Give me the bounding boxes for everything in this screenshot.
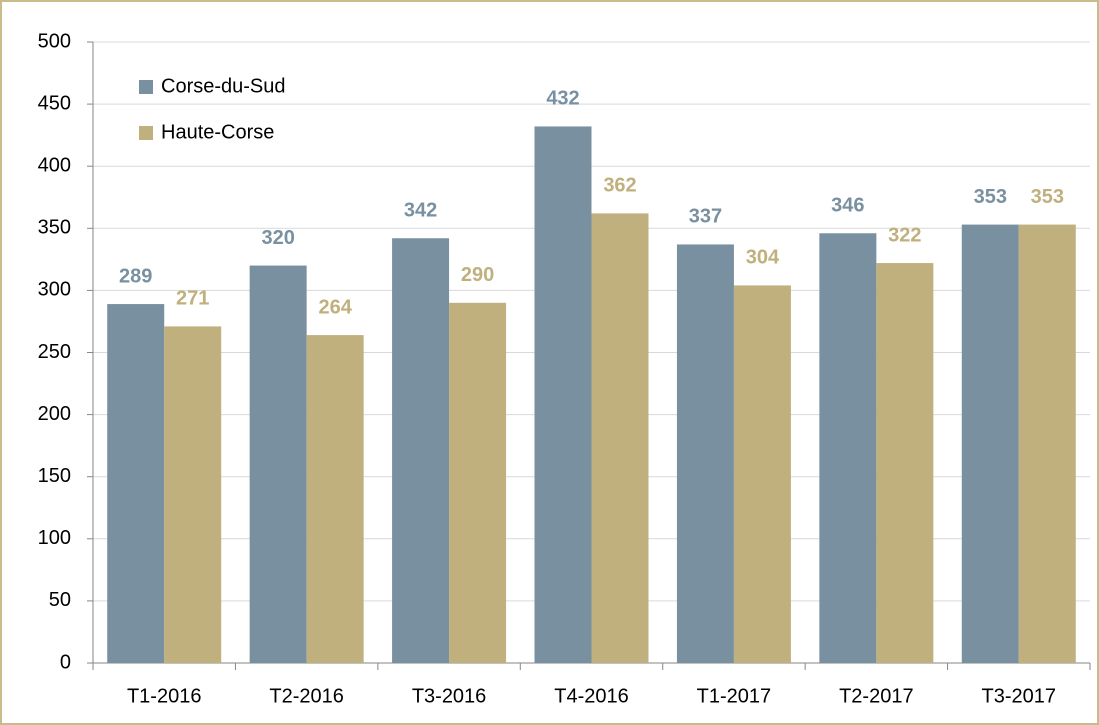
value-label: 264 xyxy=(318,296,352,318)
bar xyxy=(164,326,222,663)
value-label: 346 xyxy=(831,195,864,217)
value-label: 290 xyxy=(461,264,494,286)
legend-label: Corse-du-Sud xyxy=(161,75,286,97)
value-label: 342 xyxy=(404,200,437,222)
bar xyxy=(819,233,877,663)
legend-label: Haute-Corse xyxy=(161,121,274,143)
value-label: 353 xyxy=(1031,186,1064,208)
bar xyxy=(591,213,649,663)
bar xyxy=(449,302,507,663)
bar xyxy=(676,244,734,664)
bar xyxy=(392,238,450,663)
y-tick-label: 150 xyxy=(38,465,71,487)
y-tick-label: 400 xyxy=(38,154,71,176)
bar xyxy=(961,224,1019,663)
y-tick-label: 200 xyxy=(38,403,71,425)
legend-swatch xyxy=(139,126,153,140)
x-tick-label: T2-2017 xyxy=(839,685,914,707)
bar xyxy=(1018,224,1076,663)
y-tick-label: 0 xyxy=(60,651,71,673)
y-tick-label: 450 xyxy=(38,92,71,114)
value-label: 289 xyxy=(119,265,152,287)
value-label: 304 xyxy=(746,247,780,269)
x-tick-label: T3-2017 xyxy=(982,685,1057,707)
bar xyxy=(306,335,364,663)
x-tick-label: T2-2016 xyxy=(269,685,344,707)
y-tick-label: 350 xyxy=(38,217,71,239)
value-label: 337 xyxy=(689,206,722,228)
y-tick-label: 500 xyxy=(38,30,71,52)
x-tick-label: T1-2017 xyxy=(697,685,772,707)
bar xyxy=(107,304,165,663)
x-tick-label: T1-2016 xyxy=(127,685,202,707)
value-label: 362 xyxy=(603,175,636,197)
bar xyxy=(534,126,592,664)
bar xyxy=(876,263,934,663)
legend-swatch xyxy=(139,80,153,94)
y-tick-label: 300 xyxy=(38,279,71,301)
bar xyxy=(249,265,307,663)
value-label: 320 xyxy=(261,227,294,249)
x-tick-label: T4-2016 xyxy=(554,685,629,707)
value-label: 271 xyxy=(176,288,209,310)
bar xyxy=(733,285,791,663)
value-label: 322 xyxy=(888,224,921,246)
y-tick-label: 50 xyxy=(49,589,71,611)
y-tick-label: 250 xyxy=(38,341,71,363)
x-tick-label: T3-2016 xyxy=(412,685,487,707)
y-tick-label: 100 xyxy=(38,527,71,549)
value-label: 353 xyxy=(974,186,1007,208)
value-label: 432 xyxy=(546,88,579,110)
